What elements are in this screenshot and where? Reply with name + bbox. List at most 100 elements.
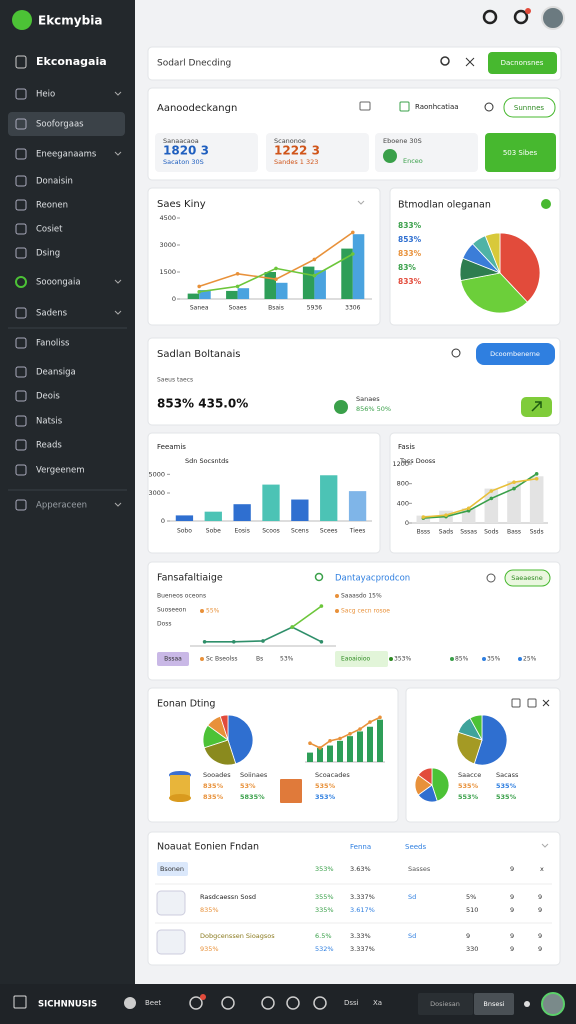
nav-item[interactable]: Deansiga (36, 368, 76, 378)
x-tick-label: Sanea (190, 305, 209, 312)
label: Sc Bseolss (206, 656, 238, 663)
label[interactable]: Xa (373, 999, 382, 1007)
point (512, 486, 516, 491)
label: Soiinaes (240, 771, 268, 779)
table-cell: 9 (510, 906, 514, 914)
nav-item[interactable]: Natsis (36, 417, 63, 427)
link[interactable]: Raonhcatiaa (415, 103, 459, 111)
label[interactable]: Dssi (344, 999, 359, 1007)
point (318, 746, 322, 750)
icon (359, 101, 371, 111)
y-tick-label: 400 (397, 499, 409, 507)
y-tick-label: 5000 (148, 470, 165, 478)
thumb (156, 890, 186, 916)
bar (529, 476, 544, 523)
table-cell: 355% (315, 893, 334, 901)
pie-slice (456, 731, 483, 765)
pie-slice (460, 272, 528, 314)
chart-title: Feeamis (157, 443, 186, 451)
nav-item[interactable]: Reonen (36, 201, 68, 211)
point (290, 625, 295, 629)
nav-item[interactable]: Reads (36, 441, 62, 451)
footer-input[interactable] (418, 993, 473, 1015)
table-cell: x (540, 865, 544, 873)
icon (383, 149, 397, 163)
nav-item[interactable]: Eneeganaams (36, 150, 97, 160)
label: Sooades (203, 771, 231, 779)
nav-item[interactable]: Fanoliss (36, 339, 70, 349)
chevron (114, 310, 122, 315)
icon (313, 996, 327, 1010)
x-tick-label: Soaes (229, 305, 247, 312)
point (351, 230, 355, 235)
point (274, 266, 278, 271)
nav-item[interactable]: Heio (36, 90, 55, 100)
balance-button[interactable] (476, 343, 555, 365)
bar (233, 504, 251, 521)
x-tick-label: Tiees (349, 528, 366, 535)
x-tick-label: Sobo (177, 528, 192, 535)
footer-button[interactable] (474, 993, 514, 1015)
label: Sanaacaoa (163, 137, 199, 145)
x-tick-label: Bass (507, 529, 521, 536)
point (444, 513, 448, 517)
nav-item[interactable]: Sooongaia (36, 278, 81, 288)
button-label: Dacnonsnes (501, 59, 544, 67)
label: Enceo (403, 157, 423, 165)
table-cell: 9 (466, 932, 470, 940)
bar (317, 747, 323, 762)
perf-button[interactable] (504, 569, 551, 587)
x-tick-label: Sssas (460, 529, 477, 536)
table-cell: Sasses (408, 865, 431, 873)
search-input[interactable]: Sodarl Dnecding (157, 59, 231, 69)
label: 53% (280, 656, 294, 663)
bar (302, 266, 315, 299)
point (534, 476, 539, 481)
label: 835% (203, 793, 224, 801)
sidebar (0, 0, 135, 1024)
icon (15, 439, 27, 451)
tag (157, 652, 189, 666)
summary-button[interactable] (503, 97, 556, 118)
table-cell: Rasdcaessn Sosd (200, 893, 256, 901)
legend-label: 833% (398, 277, 422, 286)
pie-slice (203, 739, 237, 766)
bar (327, 745, 333, 762)
nav-item[interactable]: Apperaceen (36, 501, 87, 511)
point (232, 640, 236, 644)
label: Bssaa (164, 656, 182, 663)
icon (486, 573, 496, 583)
action-button[interactable] (485, 133, 556, 172)
nav-item[interactable]: Vergeenem (36, 466, 84, 476)
icon (15, 276, 27, 288)
stat-value: 1222 3 (274, 144, 320, 158)
icon (314, 572, 324, 582)
nav-highlight[interactable] (8, 112, 125, 136)
settings-icon (482, 9, 498, 25)
icon (15, 499, 27, 511)
dot (335, 609, 339, 613)
icon (524, 1001, 530, 1007)
label: Eboene 30S (383, 137, 422, 145)
nav-item[interactable]: Sooforgaas (36, 120, 84, 130)
table-cell: 330 (466, 945, 478, 953)
icon (527, 698, 537, 708)
y-tick-label: 0 (172, 295, 176, 303)
nav-item[interactable]: Dsing (36, 249, 60, 259)
table-cell: 532% (315, 945, 334, 953)
chevron (114, 502, 122, 507)
search-button[interactable] (488, 52, 557, 74)
nav-item[interactable]: Cosiet (36, 225, 63, 235)
nav-item[interactable]: Deois (36, 392, 60, 402)
dot (335, 594, 339, 598)
bar (264, 272, 276, 299)
label[interactable]: Beet (145, 999, 161, 1007)
label: 856% 50% (356, 405, 391, 413)
label: Scanonoe (274, 137, 306, 145)
point (351, 252, 355, 256)
table-cell: 9 (510, 865, 514, 873)
bar (237, 288, 250, 299)
nav-item[interactable]: Sadens (36, 309, 68, 319)
nav-item[interactable]: Donaisin (36, 177, 73, 187)
label: 53% (240, 782, 256, 790)
